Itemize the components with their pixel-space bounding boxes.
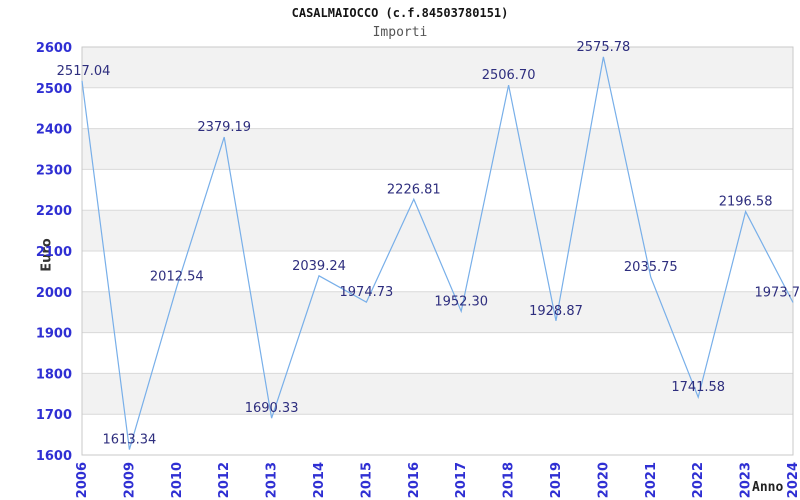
x-tick-label: 2015: [359, 462, 374, 498]
plot-band: [82, 373, 793, 415]
point-label: 1973.7: [755, 286, 800, 301]
chart-title: CASALMAIOCCO (c.f.84503780151): [291, 6, 509, 20]
point-label: 2196.58: [719, 195, 773, 210]
x-tick-label: 2016: [407, 462, 422, 498]
x-tick-label: 2020: [596, 462, 611, 498]
y-tick-label: 2100: [36, 245, 72, 260]
x-tick-label: 2017: [454, 462, 469, 498]
x-tick-label: 2024: [786, 462, 800, 498]
y-tick-label: 2300: [36, 163, 72, 178]
point-label: 1952.30: [434, 294, 488, 309]
point-label: 1613.34: [103, 433, 157, 448]
y-tick-label: 2000: [36, 286, 72, 301]
y-tick-label: 1900: [36, 327, 72, 342]
point-label: 1690.33: [245, 401, 299, 416]
y-tick-label: 2500: [36, 82, 72, 97]
x-tick-label: 2009: [122, 462, 137, 498]
plot-band: [82, 128, 793, 170]
y-tick-label: 1800: [36, 367, 72, 382]
plot-band: [82, 47, 793, 88]
point-label: 1974.73: [340, 285, 394, 300]
x-tick-label: 2023: [739, 462, 754, 498]
chart-subtitle: Importi: [372, 25, 428, 40]
x-tick-label: 2010: [170, 462, 185, 498]
x-tick-label: 2018: [502, 462, 517, 498]
x-tick-label: 2019: [549, 462, 564, 498]
x-tick-label: 2012: [217, 462, 232, 498]
plot-band: [82, 291, 793, 333]
plot-band: [82, 210, 793, 251]
y-tick-label: 2400: [36, 123, 72, 138]
point-label: 2517.04: [57, 64, 111, 79]
point-label: 2012.54: [150, 270, 204, 285]
point-label: 2035.75: [624, 260, 678, 275]
x-tick-label: 2014: [312, 462, 327, 498]
x-tick-label: 2006: [75, 462, 90, 498]
y-tick-label: 1600: [36, 449, 72, 464]
x-tick-label: 2022: [691, 462, 706, 498]
series-line: [81, 56, 794, 450]
x-axis-title: Anno: [752, 480, 784, 495]
point-label: 2039.24: [292, 259, 346, 274]
point-label: 1741.58: [671, 380, 725, 395]
point-label: 2506.70: [482, 68, 536, 83]
y-tick-label: 1700: [36, 408, 72, 423]
x-tick-label: 2013: [265, 462, 280, 498]
point-label: 2226.81: [387, 182, 441, 197]
y-tick-label: 2600: [36, 41, 72, 56]
point-label: 2379.19: [197, 120, 251, 135]
y-tick-label: 2200: [36, 204, 72, 219]
x-tick-label: 2021: [644, 462, 659, 498]
point-label: 2575.78: [577, 40, 631, 55]
plot-border: [81, 46, 794, 456]
point-label: 1928.87: [529, 304, 583, 319]
